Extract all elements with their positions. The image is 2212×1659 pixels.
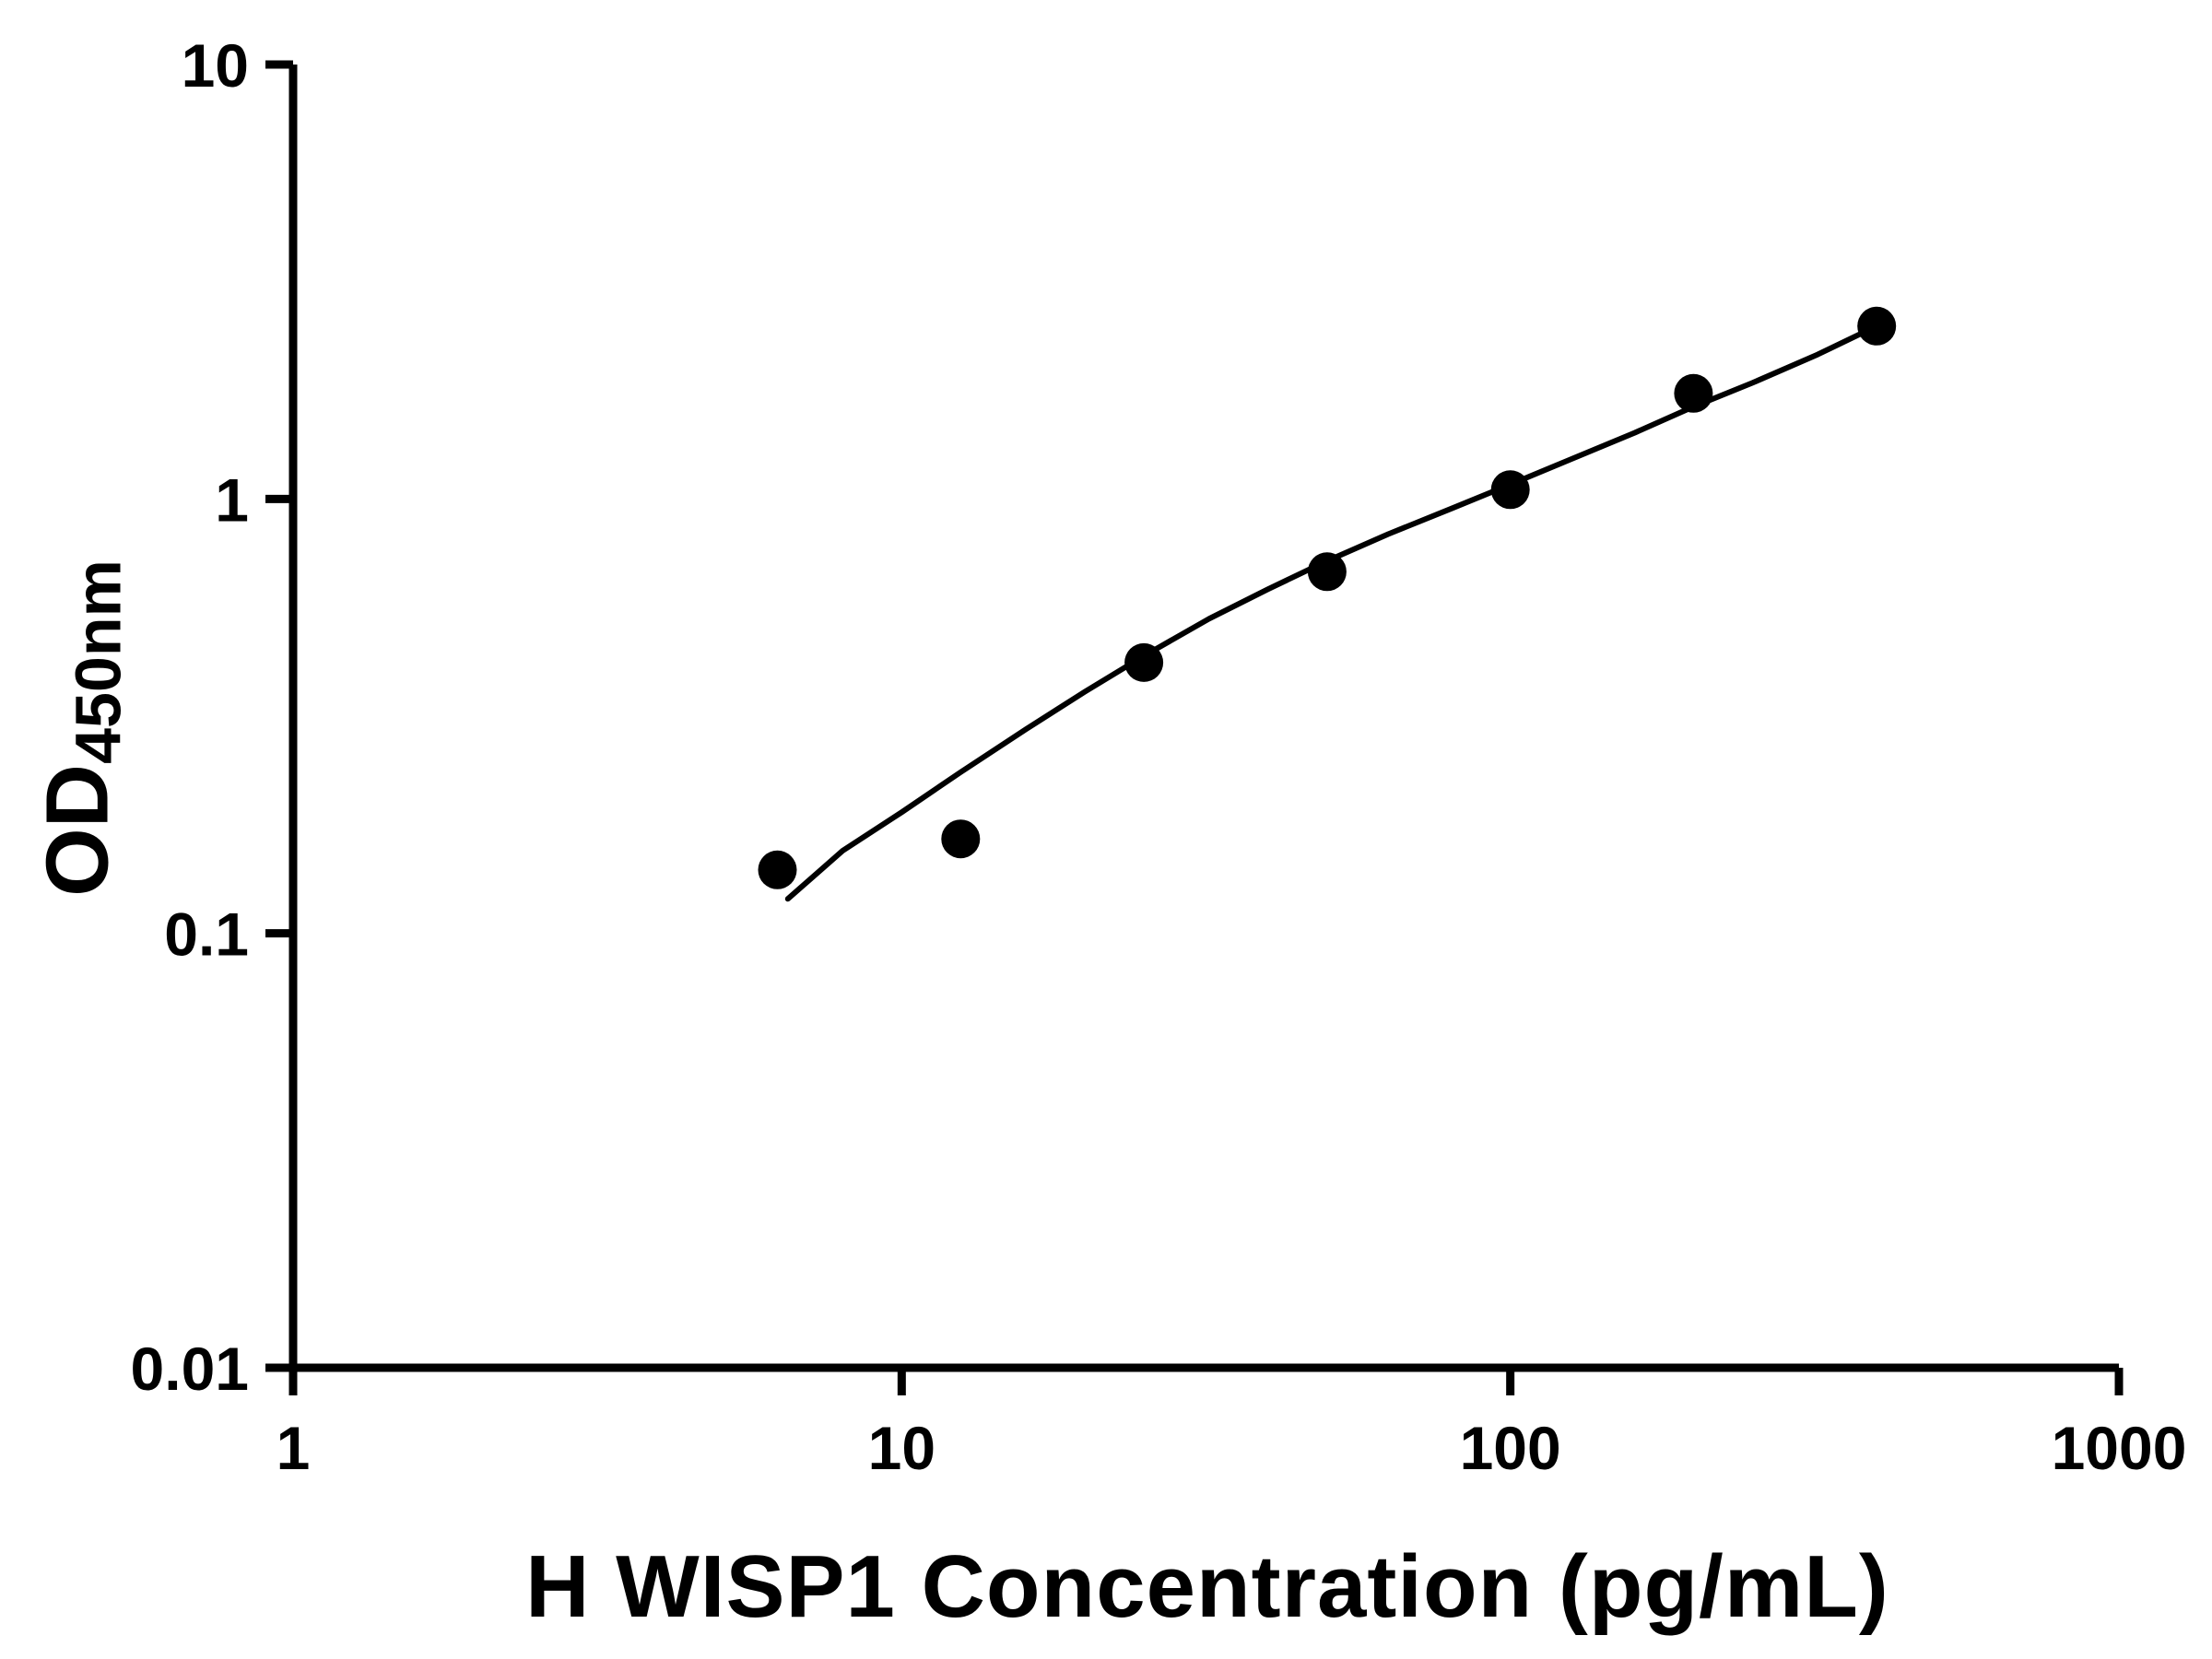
y-tick-label: 1: [215, 465, 249, 534]
y-axis-title-subscript: 450nm: [62, 559, 135, 764]
y-tick-label: 0.01: [131, 1335, 249, 1403]
x-axis-title: H WISP1 Concentration (pg/mL): [525, 1537, 1889, 1636]
data-point: [1307, 552, 1347, 592]
data-point: [758, 850, 797, 889]
data-point: [1674, 373, 1713, 413]
y-tick-label: 0.1: [164, 900, 249, 969]
data-point: [1857, 306, 1897, 346]
data-point: [1490, 470, 1530, 510]
x-tick-label: 100: [1460, 1414, 1561, 1482]
y-axis-title: OD450nm: [28, 559, 135, 897]
x-tick-label: 1: [276, 1414, 311, 1482]
x-tick-label: 1000: [2052, 1414, 2187, 1482]
data-point: [941, 819, 981, 859]
y-axis-title-main: OD: [28, 763, 127, 897]
data-point: [1124, 642, 1164, 682]
x-tick-label: 10: [868, 1414, 935, 1482]
fit-curve-line: [784, 323, 1880, 902]
y-tick-label: 10: [182, 31, 249, 100]
